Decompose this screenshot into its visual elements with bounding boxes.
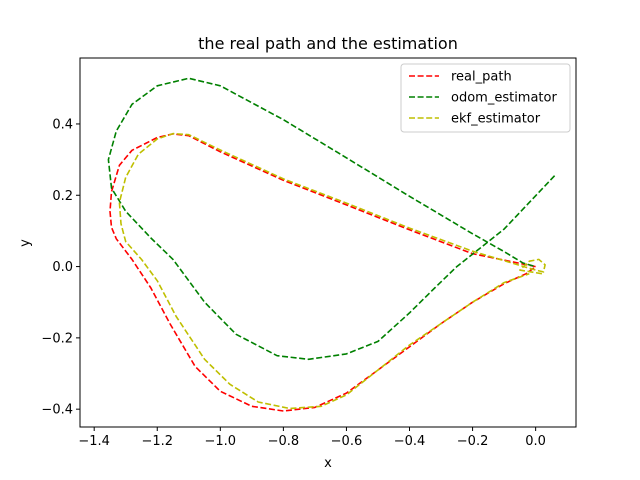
x-tick-label: −0.8 [268, 434, 300, 449]
chart-title: the real path and the estimation [198, 34, 458, 53]
legend: real_path odom_estimator ekf_estimator [400, 63, 571, 133]
series-layer [107, 77, 556, 412]
x-axis: −1.4 −1.2 −1.0 −0.8 −0.6 −0.4 −0.2 0.0 [78, 427, 546, 449]
legend-label: odom_estimator [451, 91, 557, 106]
x-tick-label: −0.4 [394, 434, 426, 449]
y-tick-label: −0.2 [41, 331, 73, 346]
x-tick-label: −1.0 [205, 434, 237, 449]
legend-items: real_path odom_estimator ekf_estimator [409, 70, 557, 127]
legend-label: real_path [451, 70, 512, 85]
legend-label: ekf_estimator [451, 112, 541, 127]
x-tick-label: −1.4 [78, 434, 110, 449]
x-tick-label: 0.0 [525, 434, 546, 449]
x-axis-label: x [324, 456, 332, 471]
x-tick-label: −1.2 [141, 434, 173, 449]
y-axis: −0.4 −0.2 0.0 0.2 0.4 [41, 117, 80, 418]
legend-box [400, 63, 571, 133]
y-tick-label: −0.4 [41, 403, 73, 418]
y-tick-label: 0.0 [52, 260, 73, 275]
y-axis-label: y [18, 239, 33, 247]
y-tick-label: 0.2 [52, 189, 73, 204]
series-line-odom-estimator [107, 77, 556, 361]
series-line-ekf-estimator [118, 132, 546, 410]
series-line-real-path [109, 133, 537, 412]
x-tick-label: −0.2 [457, 434, 489, 449]
x-tick-label: −0.6 [331, 434, 363, 449]
y-tick-label: 0.4 [52, 117, 73, 132]
